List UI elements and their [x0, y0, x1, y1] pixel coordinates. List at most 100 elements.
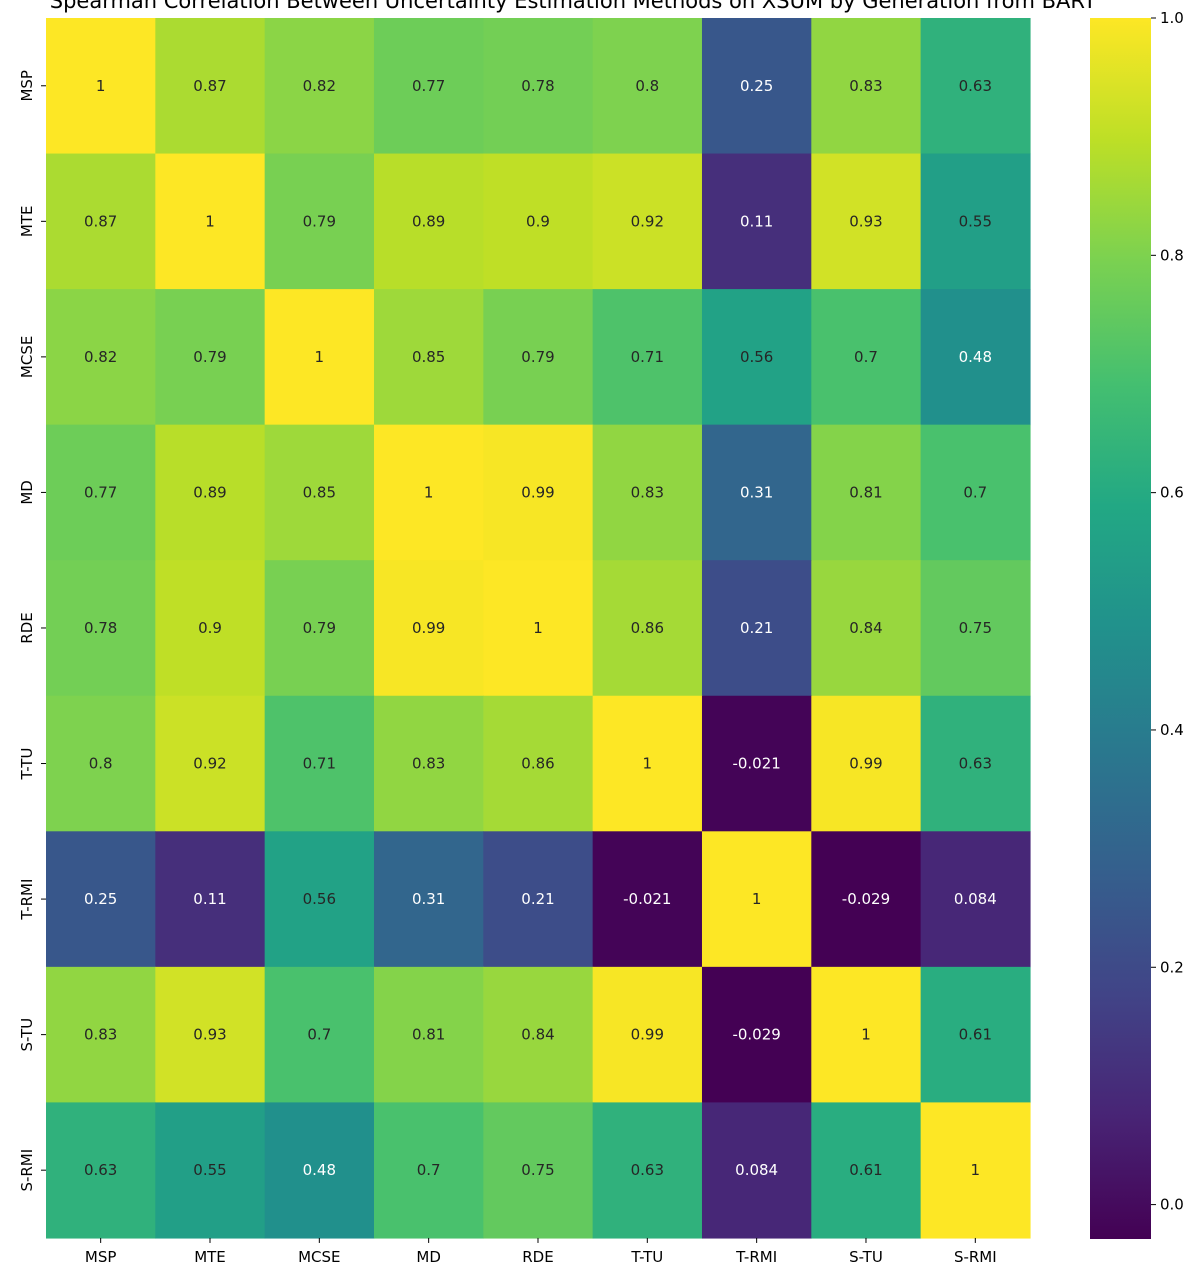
cell-value-label: 0.85 — [303, 483, 336, 501]
cell-value-label: 0.75 — [959, 619, 992, 637]
heatmap-cell-MD-MTE — [155, 424, 266, 561]
cell-value-label: -0.021 — [732, 755, 780, 773]
cell-value-label: 0.92 — [631, 212, 664, 230]
cell-value-label: 1 — [205, 212, 215, 230]
colorbar-tick-label: 0.6 — [1160, 484, 1184, 502]
heatmap-cell-MTE-MD — [373, 153, 484, 290]
x-tick-label: RDE — [522, 1248, 553, 1266]
cell-value-label: -0.029 — [842, 890, 890, 908]
cell-value-label: 0.84 — [521, 1026, 554, 1044]
heatmap-cell-MTE-T-TU — [592, 153, 703, 290]
x-tick-label: S-TU — [849, 1248, 883, 1266]
heatmap-cell-S-RMI-MTE — [155, 1102, 266, 1239]
cell-value-label: 0.8 — [635, 77, 659, 95]
heatmap-cell-T-TU-S-RMI — [920, 695, 1031, 832]
cell-value-label: 0.63 — [631, 1161, 664, 1179]
cell-value-label: 0.99 — [521, 483, 554, 501]
cell-value-label: 0.92 — [193, 755, 226, 773]
x-tick-label: MTE — [194, 1248, 226, 1266]
y-tick-label: RDE — [18, 612, 36, 643]
cell-value-label: 0.78 — [84, 619, 117, 637]
heatmap-cell-S-TU-T-RMI — [701, 966, 812, 1103]
heatmap-cell-MSP-T-RMI — [701, 18, 812, 155]
heatmap-cell-RDE-MSP — [46, 560, 156, 697]
cell-value-label: 0.55 — [959, 212, 992, 230]
heatmap-cell-MSP-RDE — [483, 18, 594, 155]
heatmap-cell-MSP-T-TU — [592, 18, 703, 155]
cell-value-label: 0.31 — [740, 483, 773, 501]
heatmap-cell-RDE-MD — [373, 560, 484, 697]
cell-value-label: 0.9 — [198, 619, 222, 637]
cell-value-label: 0.79 — [521, 348, 554, 366]
cell-value-label: 0.77 — [412, 77, 445, 95]
cell-value-label: 0.63 — [959, 755, 992, 773]
heatmap-cell-MTE-MTE — [155, 153, 266, 290]
colorbar-gradient — [1090, 18, 1151, 1239]
cell-value-label: 0.084 — [954, 890, 997, 908]
heatmap-cell-MD-S-RMI — [920, 424, 1031, 561]
cell-value-label: 1 — [315, 348, 325, 366]
cell-value-label: 0.82 — [303, 77, 336, 95]
heatmap-cell-S-RMI-RDE — [483, 1102, 594, 1239]
cell-value-label: 0.48 — [959, 348, 992, 366]
x-tick-label: MD — [416, 1248, 441, 1266]
heatmap-cell-MD-RDE — [483, 424, 594, 561]
cell-value-label: -0.021 — [623, 890, 671, 908]
colorbar: 0.0 0.2 0.4 0.6 0.8 1.0 — [1090, 9, 1184, 1239]
heatmap-cell-T-TU-T-RMI — [701, 695, 812, 832]
cell-value-label: 0.79 — [303, 212, 336, 230]
cell-value-label: 0.99 — [412, 619, 445, 637]
y-tick-label: S-RMI — [18, 1149, 36, 1192]
cell-value-label: 0.87 — [193, 77, 226, 95]
heatmap-cell-MTE-MSP — [46, 153, 156, 290]
colorbar-tick-label: 0.2 — [1160, 958, 1184, 976]
cell-value-label: 0.93 — [849, 212, 882, 230]
cell-value-label: 0.83 — [412, 755, 445, 773]
cell-value-label: 0.71 — [303, 755, 336, 773]
cell-value-label: 0.75 — [521, 1161, 554, 1179]
cell-value-label: 0.99 — [849, 755, 882, 773]
y-tick-label: T-RMI — [18, 879, 36, 921]
cell-value-label: 0.11 — [740, 212, 773, 230]
cell-value-label: 0.31 — [412, 890, 445, 908]
heatmap-cell-MCSE-RDE — [483, 289, 594, 426]
x-tick-label: MCSE — [298, 1248, 340, 1266]
cell-value-label: 1 — [643, 755, 653, 773]
heatmap-cell-MSP-MSP — [46, 18, 156, 155]
heatmap-cell-S-RMI-S-RMI — [920, 1102, 1031, 1239]
cell-value-label: 0.83 — [631, 483, 664, 501]
cell-value-label: 0.93 — [193, 1026, 226, 1044]
heatmap-cell-T-TU-MCSE — [264, 695, 375, 832]
x-axis: MSP MTE MCSE MD RDE T-TU T-RMI S-TU S-RMI — [85, 1237, 997, 1266]
heatmap-cell-T-TU-MTE — [155, 695, 266, 832]
cell-value-label: 0.71 — [631, 348, 664, 366]
heatmap-cell-T-TU-MSP — [46, 695, 156, 832]
heatmap-cell-T-RMI-MSP — [46, 831, 156, 968]
heatmap-cell-S-RMI-T-TU — [592, 1102, 703, 1239]
cell-value-label: 0.82 — [84, 348, 117, 366]
cell-value-label: 0.83 — [84, 1026, 117, 1044]
y-tick-label: T-TU — [18, 748, 36, 781]
heatmap-cell-MTE-S-TU — [811, 153, 922, 290]
cell-value-label: 0.87 — [84, 212, 117, 230]
cell-value-label: 0.21 — [740, 619, 773, 637]
heatmap-cell-MD-T-TU — [592, 424, 703, 561]
heatmap-cell-MTE-T-RMI — [701, 153, 812, 290]
cell-value-label: 0.9 — [526, 212, 550, 230]
cell-value-label: 0.7 — [963, 483, 987, 501]
cell-value-label: 0.7 — [307, 1026, 331, 1044]
heatmap-cell-MCSE-MTE — [155, 289, 266, 426]
heatmap-cell-RDE-MTE — [155, 560, 266, 697]
heatmap-cell-T-RMI-T-RMI — [701, 831, 812, 968]
x-tick-label: T-TU — [630, 1248, 663, 1266]
chart-title: Spearman Correlation Between Uncertainty… — [50, 0, 1097, 13]
heatmap-cell-MCSE-MCSE — [264, 289, 375, 426]
cell-value-label: 0.85 — [412, 348, 445, 366]
cell-value-label: 0.81 — [849, 483, 882, 501]
heatmap-cell-MCSE-T-RMI — [701, 289, 812, 426]
heatmap-cell-T-RMI-T-TU — [592, 831, 703, 968]
heatmap-cell-T-TU-MD — [373, 695, 484, 832]
heatmap-cell-T-TU-T-TU — [592, 695, 703, 832]
cell-value-label: 0.11 — [193, 890, 226, 908]
cell-value-label: 0.56 — [303, 890, 336, 908]
